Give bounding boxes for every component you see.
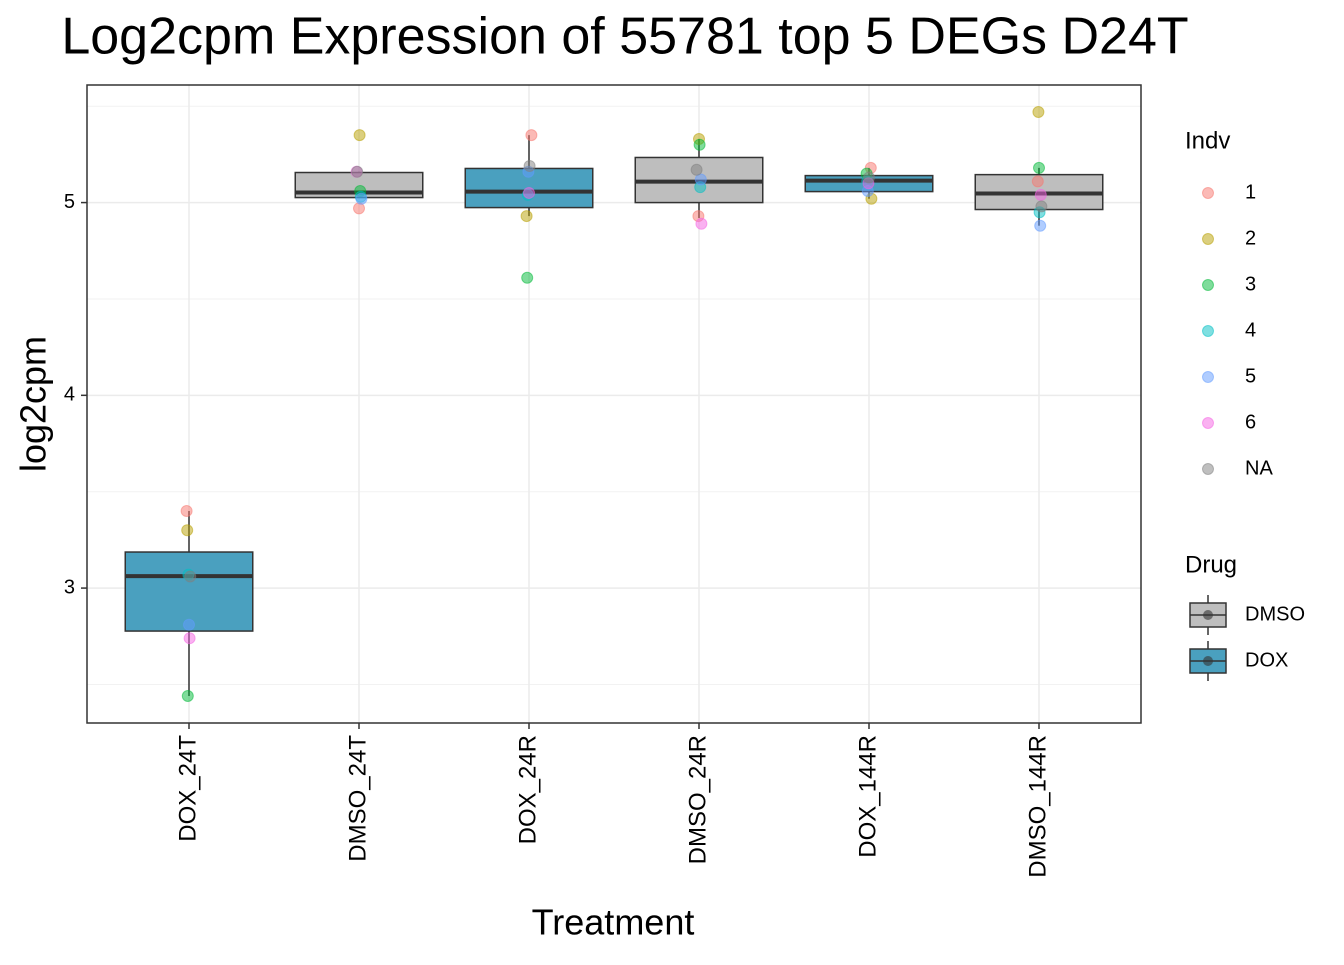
point	[183, 618, 195, 631]
point	[521, 271, 534, 284]
point	[1034, 188, 1047, 201]
point	[183, 632, 196, 645]
legend-title: Drug	[1185, 551, 1237, 578]
x-tick-label: DMSO_144R	[1024, 735, 1051, 878]
legend-label: 4	[1245, 319, 1256, 341]
point	[1032, 105, 1045, 118]
point	[1033, 161, 1045, 174]
panel	[87, 85, 1141, 723]
point	[180, 504, 193, 517]
point	[1035, 200, 1048, 213]
legend-label: 3	[1245, 273, 1256, 295]
y-tick-label: 5	[64, 191, 75, 213]
point	[184, 570, 197, 583]
point	[355, 192, 368, 205]
point	[181, 524, 194, 537]
legend-key	[1202, 233, 1214, 245]
legend-key	[1202, 325, 1214, 337]
legend-key-point	[1203, 656, 1213, 666]
legend-key	[1202, 463, 1214, 475]
point	[690, 163, 703, 176]
legend-label: DOX	[1245, 649, 1288, 671]
legend-label: NA	[1245, 457, 1273, 479]
point	[523, 159, 536, 172]
point	[523, 186, 535, 199]
legend-title: Indv	[1185, 127, 1230, 154]
point	[863, 171, 875, 184]
legend-key	[1202, 187, 1214, 199]
legend-label: 1	[1245, 181, 1256, 203]
point	[353, 129, 366, 142]
y-axis-title: log2cpm	[13, 336, 54, 472]
point	[695, 217, 708, 230]
x-tick-label: DMSO_24T	[344, 735, 371, 862]
x-tick-label: DMSO_24R	[684, 735, 711, 864]
chart-title: Log2cpm Expression of 55781 top 5 DEGs D…	[61, 8, 1188, 66]
point	[351, 165, 364, 178]
point	[1031, 175, 1044, 188]
x-tick-label: DOX_24T	[174, 735, 201, 842]
y-tick-label: 3	[64, 576, 75, 598]
x-tick-label: DOX_24R	[514, 735, 541, 844]
point	[181, 690, 194, 703]
legend-key-point	[1203, 610, 1213, 620]
point	[693, 138, 706, 151]
legend-key	[1202, 371, 1214, 383]
panel-border	[86, 84, 1142, 724]
legend-key	[1202, 417, 1214, 429]
point	[525, 129, 538, 142]
legend-label: 6	[1245, 411, 1256, 433]
point	[520, 210, 533, 223]
box	[124, 551, 254, 632]
legend-key	[1202, 279, 1214, 291]
x-axis-title: Treatment	[532, 902, 695, 943]
x-tick-label: DOX_144R	[854, 735, 881, 858]
y-tick-label: 4	[64, 384, 75, 406]
legend-label: 5	[1245, 365, 1256, 387]
legend-label: 2	[1245, 227, 1256, 249]
legend-label: DMSO	[1245, 603, 1305, 625]
point	[1034, 219, 1047, 232]
